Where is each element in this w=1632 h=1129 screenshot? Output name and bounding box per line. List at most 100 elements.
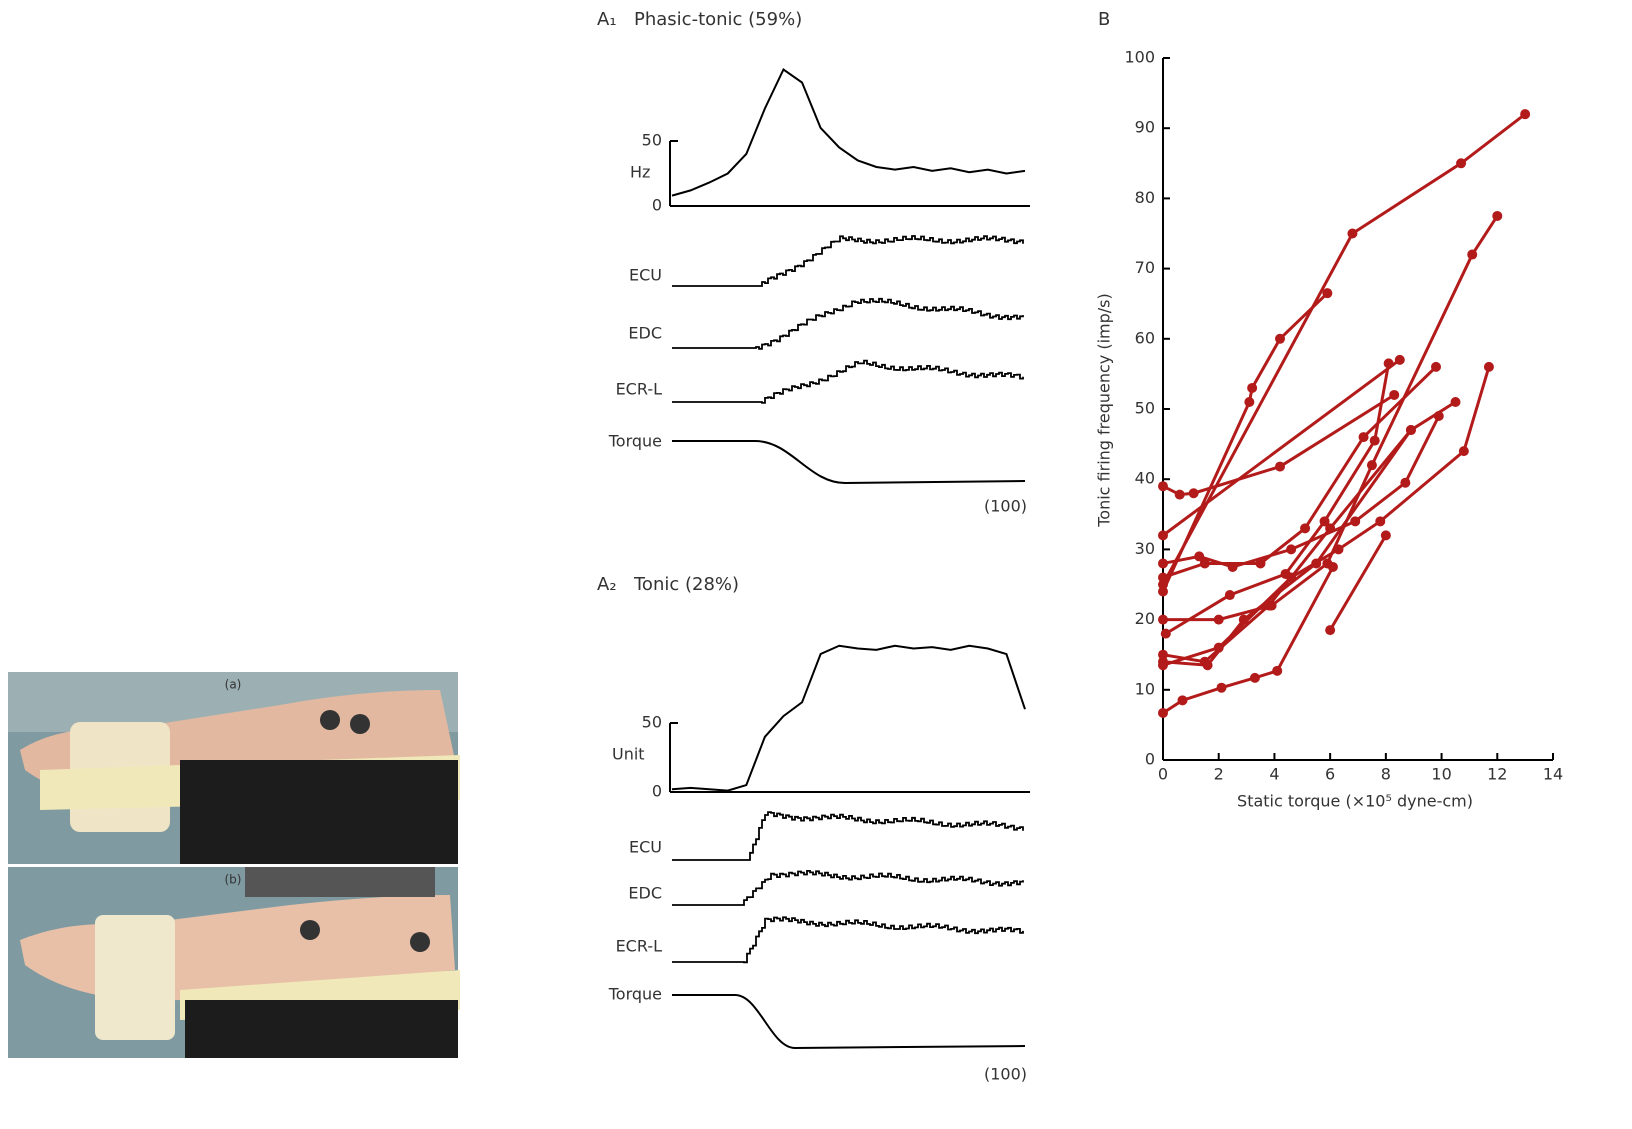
data-point bbox=[1158, 481, 1168, 491]
data-point bbox=[1281, 569, 1291, 579]
data-point bbox=[1367, 460, 1377, 470]
y-tick-label: 90 bbox=[1135, 118, 1155, 137]
data-point bbox=[1158, 708, 1168, 718]
footnote: (100) bbox=[984, 497, 1027, 516]
emg-trace bbox=[672, 361, 1023, 403]
x-tick-label: 10 bbox=[1431, 765, 1451, 784]
emg-trace bbox=[672, 917, 1023, 962]
data-point bbox=[1189, 488, 1199, 498]
x-tick-label: 0 bbox=[1158, 765, 1168, 784]
data-point bbox=[1467, 250, 1477, 260]
data-point bbox=[1178, 695, 1188, 705]
data-point bbox=[1370, 436, 1380, 446]
fit-line bbox=[1163, 293, 1327, 591]
data-point bbox=[1217, 683, 1227, 693]
rate-label: Hz bbox=[630, 163, 650, 182]
data-point bbox=[1275, 334, 1285, 344]
y-tick-label: 60 bbox=[1135, 328, 1155, 347]
trace-label: Torque bbox=[608, 985, 662, 1004]
data-point bbox=[1158, 657, 1168, 667]
data-point bbox=[1406, 425, 1416, 435]
y-tick-label: 50 bbox=[642, 131, 662, 150]
data-point bbox=[1431, 362, 1441, 372]
data-point bbox=[1400, 478, 1410, 488]
data-point bbox=[1214, 615, 1224, 625]
y-tick-label: 0 bbox=[1145, 750, 1155, 769]
data-point bbox=[1311, 558, 1321, 568]
data-point bbox=[1456, 158, 1466, 168]
data-point bbox=[1203, 660, 1213, 670]
data-point bbox=[1375, 516, 1385, 526]
x-tick-label: 12 bbox=[1487, 765, 1507, 784]
y-tick-label: 40 bbox=[1135, 469, 1155, 488]
emg-trace bbox=[672, 871, 1023, 905]
data-point bbox=[1158, 615, 1168, 625]
y-tick-label: 70 bbox=[1135, 258, 1155, 277]
data-point bbox=[1347, 229, 1357, 239]
fit-line bbox=[1163, 114, 1525, 584]
data-point bbox=[1161, 629, 1171, 639]
photo-a: (a) bbox=[8, 672, 460, 864]
panel-title: Tonic (28%) bbox=[633, 574, 739, 595]
figure: (a) (b) A₁Phasic-tonic (59%)Hz050ECUEDCE… bbox=[0, 0, 1632, 1129]
y-tick-label: 50 bbox=[1135, 399, 1155, 418]
data-point bbox=[1484, 362, 1494, 372]
trace-label: Torque bbox=[608, 432, 662, 451]
data-point bbox=[1225, 590, 1235, 600]
data-point bbox=[1492, 211, 1502, 221]
data-point bbox=[1244, 397, 1254, 407]
trace-label: ECU bbox=[629, 266, 662, 285]
x-tick-label: 8 bbox=[1381, 765, 1391, 784]
data-point bbox=[1350, 516, 1360, 526]
trace-label: ECU bbox=[629, 838, 662, 857]
rate-trace bbox=[672, 646, 1025, 791]
y-axis-label: Tonic firing frequency (imp/s) bbox=[1095, 293, 1114, 528]
x-axis-label: Static torque (×10⁵ dyne-cm) bbox=[1237, 792, 1473, 811]
panel-label: A₂ bbox=[597, 574, 617, 595]
x-tick-label: 14 bbox=[1543, 765, 1563, 784]
data-point bbox=[1320, 516, 1330, 526]
x-tick-label: 6 bbox=[1325, 765, 1335, 784]
panel-title: Phasic-tonic (59%) bbox=[634, 9, 802, 30]
data-point bbox=[1389, 390, 1399, 400]
trace-label: ECR-L bbox=[616, 937, 663, 956]
trace-label: ECR-L bbox=[616, 380, 663, 399]
data-point bbox=[1322, 288, 1332, 298]
fit-line bbox=[1163, 360, 1400, 536]
trace-label: EDC bbox=[628, 324, 662, 343]
data-point bbox=[1158, 587, 1168, 597]
rate-trace bbox=[672, 70, 1025, 196]
torque-trace bbox=[672, 995, 1025, 1048]
y-tick-label: 30 bbox=[1135, 539, 1155, 558]
footnote: (100) bbox=[984, 1065, 1027, 1084]
data-point bbox=[1256, 558, 1266, 568]
panel-label: A₁ bbox=[597, 9, 617, 30]
emg-trace bbox=[672, 299, 1023, 349]
fit-line bbox=[1163, 402, 1456, 662]
data-point bbox=[1247, 383, 1257, 393]
y-tick-label: 80 bbox=[1135, 188, 1155, 207]
data-point bbox=[1286, 544, 1296, 554]
panel-label: B bbox=[1098, 9, 1110, 30]
data-point bbox=[1328, 562, 1338, 572]
data-point bbox=[1158, 530, 1168, 540]
data-point bbox=[1200, 558, 1210, 568]
y-tick-label: 20 bbox=[1135, 609, 1155, 628]
data-point bbox=[1384, 358, 1394, 368]
data-point bbox=[1175, 490, 1185, 500]
data-point bbox=[1381, 530, 1391, 540]
data-point bbox=[1272, 666, 1282, 676]
rate-label: Unit bbox=[612, 745, 645, 764]
y-tick-label: 100 bbox=[1124, 48, 1155, 67]
data-point bbox=[1250, 673, 1260, 683]
data-point bbox=[1395, 355, 1405, 365]
photo-label: (a) bbox=[225, 678, 242, 692]
data-point bbox=[1359, 432, 1369, 442]
data-point bbox=[1275, 462, 1285, 472]
data-point bbox=[1239, 615, 1249, 625]
y-tick-label: 50 bbox=[642, 713, 662, 732]
torque-trace bbox=[672, 441, 1025, 483]
x-tick-label: 4 bbox=[1269, 765, 1279, 784]
y-tick-label: 0 bbox=[652, 782, 662, 801]
data-point bbox=[1334, 544, 1344, 554]
